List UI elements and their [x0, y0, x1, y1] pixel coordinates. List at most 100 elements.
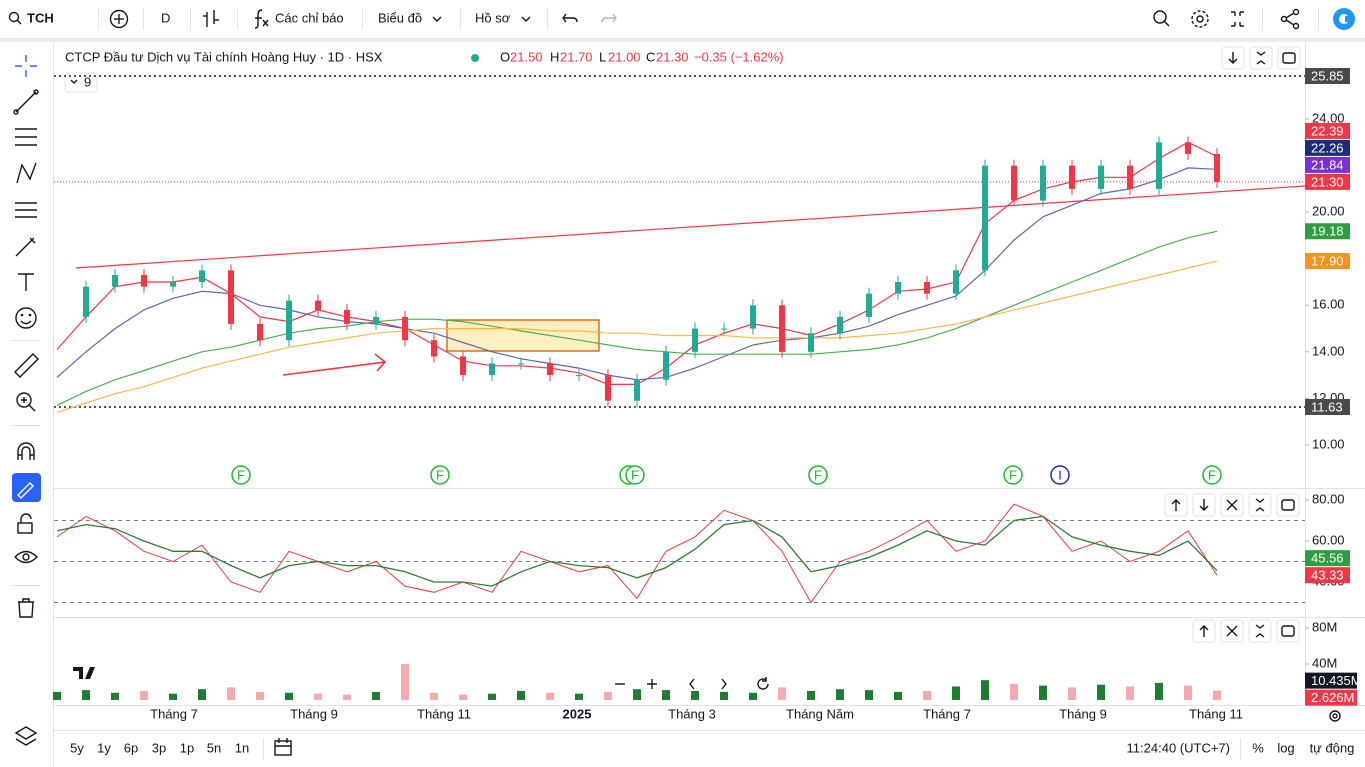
event-label[interactable]: F	[814, 467, 822, 482]
volume-bar	[865, 690, 873, 700]
maximize[interactable]	[1248, 493, 1272, 517]
log-toggle[interactable]: log	[1277, 740, 1294, 755]
volume-bar	[169, 693, 177, 700]
indicators-button[interactable]: Các chỉ báo	[254, 9, 344, 29]
redo-button[interactable]	[601, 13, 617, 23]
x-tick-label: Tháng 7	[923, 706, 971, 721]
remove[interactable]	[1220, 619, 1244, 643]
candle-body	[1185, 142, 1191, 154]
indicator-toggle[interactable]: 9	[64, 72, 98, 93]
event-label[interactable]: I	[1058, 467, 1062, 482]
compare-button[interactable]	[109, 9, 129, 29]
move-down[interactable]	[1221, 46, 1245, 70]
candle-body	[112, 275, 118, 287]
rectangle-drawing[interactable]	[446, 319, 600, 352]
event-label[interactable]: F	[631, 467, 639, 482]
candle-body	[895, 282, 901, 294]
measure-tool[interactable]	[14, 353, 39, 378]
collapse[interactable]	[1276, 619, 1300, 643]
visibility-tool[interactable]	[14, 550, 38, 564]
event-marker[interactable]	[1050, 465, 1070, 485]
scroll-right[interactable]	[721, 678, 727, 690]
scroll-left[interactable]	[689, 678, 695, 690]
crosshair-tool[interactable]	[15, 55, 37, 77]
arrow-drawing[interactable]	[282, 353, 387, 376]
indicators-label[interactable]: Các chỉ báo	[275, 10, 344, 25]
brush-tool[interactable]	[15, 237, 36, 257]
event-marker[interactable]	[625, 465, 645, 485]
volume-bar	[633, 689, 641, 700]
maximize[interactable]	[1249, 46, 1273, 70]
range-button[interactable]: 1y	[97, 740, 111, 755]
reset-view[interactable]	[757, 677, 769, 690]
candle-body	[663, 351, 669, 380]
event-marker[interactable]	[1202, 465, 1222, 485]
move-up[interactable]	[1192, 619, 1216, 643]
volume-bar	[836, 689, 844, 700]
moving-average	[56, 230, 1218, 406]
event-marker[interactable]	[231, 465, 251, 485]
alert-button[interactable]	[1153, 10, 1170, 27]
range-button[interactable]: 6p	[124, 740, 138, 755]
volume-bar	[1039, 685, 1047, 700]
event-marker[interactable]	[1003, 465, 1023, 485]
range-button[interactable]: 5n	[207, 740, 221, 755]
zoom-tool[interactable]	[16, 392, 36, 412]
event-label[interactable]: F	[1009, 467, 1017, 482]
symbol[interactable]: TCH	[27, 10, 54, 25]
trend-line[interactable]	[75, 185, 1306, 269]
range-button[interactable]: 1n	[235, 740, 249, 755]
settings-button[interactable]	[1191, 10, 1209, 28]
indicator-count[interactable]: 9	[84, 74, 91, 89]
fib-tool[interactable]	[15, 128, 37, 146]
chart-menu-label[interactable]: Biểu đồ	[378, 10, 422, 25]
chart-style-button[interactable]	[203, 10, 219, 27]
collapse[interactable]	[1276, 493, 1300, 517]
price-tag	[1305, 399, 1350, 415]
y-tick-label: 24.00	[1312, 111, 1345, 126]
collapse[interactable]	[1277, 46, 1301, 70]
object-tree[interactable]	[14, 726, 38, 746]
zoom-in[interactable]	[647, 679, 657, 689]
pattern-tool[interactable]	[16, 162, 37, 184]
line-tool[interactable]	[13, 89, 39, 115]
price-tag-label: 22.26	[1311, 140, 1344, 155]
auto-toggle[interactable]: tự động	[1310, 740, 1355, 755]
move-up[interactable]	[1164, 493, 1188, 517]
chart-menu[interactable]: Biểu đồ	[378, 10, 442, 25]
profile-menu-label[interactable]: Hồ sơ	[475, 10, 511, 25]
undo-button[interactable]	[562, 13, 578, 23]
event-label[interactable]: F	[1208, 467, 1216, 482]
scale-settings[interactable]	[1329, 710, 1341, 722]
range-button[interactable]: 3p	[152, 740, 166, 755]
high-value: 21.70	[560, 49, 593, 64]
remove[interactable]	[1220, 493, 1244, 517]
interval[interactable]: D	[161, 10, 170, 25]
share-button[interactable]	[1280, 8, 1300, 30]
date-range-button[interactable]	[274, 738, 292, 756]
delete-tool[interactable]	[18, 598, 34, 618]
move-down[interactable]	[1192, 493, 1216, 517]
magnet-tool[interactable]	[17, 442, 35, 460]
lock-drawing-tool[interactable]	[12, 473, 41, 502]
profile-menu[interactable]: Hồ sơ	[475, 10, 531, 25]
range-button[interactable]: 5y	[70, 740, 84, 755]
ohlc: O 21.50 H 21.70 L 21.00 C 21.30 −0.35 (−…	[500, 49, 784, 64]
app-logo[interactable]	[1333, 8, 1355, 30]
symbol-search[interactable]: TCH	[8, 10, 54, 25]
fullscreen-button[interactable]	[1231, 11, 1244, 27]
event-marker[interactable]	[430, 465, 450, 485]
price-tag-label: 22.39	[1311, 123, 1344, 138]
maximize[interactable]	[1248, 619, 1272, 643]
lock-tool[interactable]	[17, 513, 33, 534]
volume-bar	[488, 693, 496, 700]
range-button[interactable]: 1p	[180, 740, 194, 755]
event-marker[interactable]	[808, 465, 828, 485]
text-tool[interactable]	[18, 273, 34, 291]
event-label[interactable]: F	[237, 467, 245, 482]
event-label[interactable]: F	[436, 467, 444, 482]
projection-tool[interactable]	[15, 202, 37, 218]
percent-toggle[interactable]: %	[1252, 740, 1264, 755]
icon-tool[interactable]	[15, 307, 37, 329]
x-tick-label: Tháng 9	[1059, 706, 1107, 721]
